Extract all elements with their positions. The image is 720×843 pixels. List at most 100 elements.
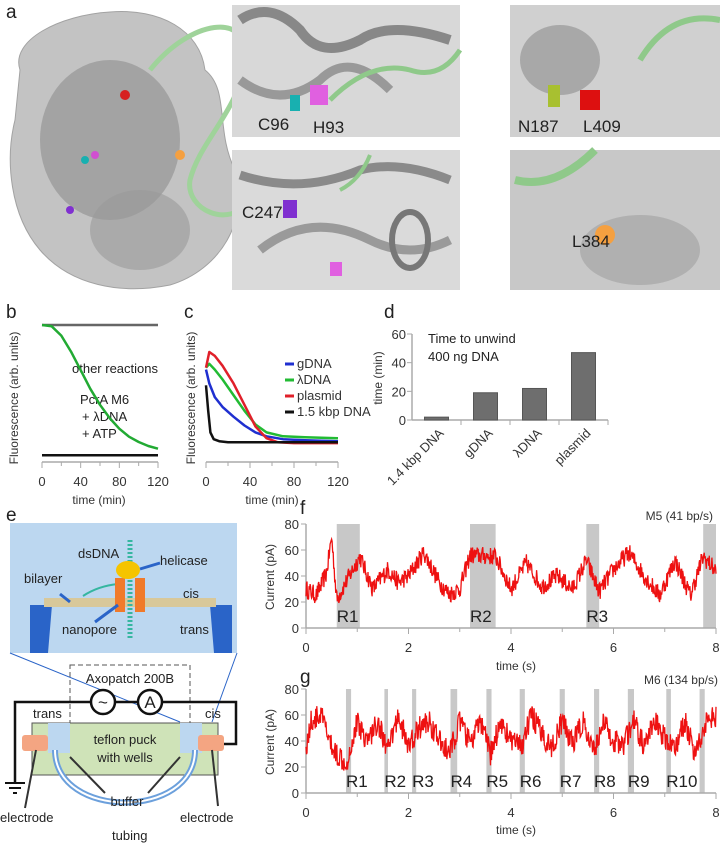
band-f-0 bbox=[336, 524, 360, 628]
x-tick-label-c: 40 bbox=[243, 474, 257, 489]
x-tick-label-c: 0 bbox=[202, 474, 209, 489]
region-label-g-1: R2 bbox=[384, 772, 406, 791]
y-axis-title-f: Current (pA) bbox=[263, 544, 277, 610]
x-tick-label-b: 40 bbox=[73, 474, 87, 489]
panel-label-f: f bbox=[300, 498, 306, 519]
category-label-1: gDNA bbox=[460, 425, 495, 460]
x-axis-title-b: time (min) bbox=[72, 493, 125, 507]
y-axis-title-d: time (min) bbox=[371, 351, 385, 404]
legend-label-3: 1.5 kbp DNA bbox=[297, 404, 371, 419]
residue-label-c247: C247 bbox=[242, 203, 283, 222]
annotation-m5: M5 (41 bp/s) bbox=[646, 509, 713, 523]
y-tick-label-d: 20 bbox=[392, 384, 406, 399]
y-tick-label-f: 0 bbox=[292, 621, 299, 636]
band-f-1 bbox=[470, 524, 496, 628]
x-tick-label-f: 4 bbox=[507, 640, 514, 655]
panel-f: f Current (pA) M5 (41 bp/s) time (s) 020… bbox=[263, 498, 720, 673]
panel-g: g Current (pA) M6 (134 bp/s) time (s) 0 2… bbox=[263, 667, 720, 837]
band-g-1 bbox=[384, 689, 388, 793]
y-tick-label-f: 40 bbox=[285, 569, 299, 584]
label-buffer: buffer bbox=[110, 794, 144, 809]
bar-1 bbox=[473, 392, 498, 421]
y-tick-label-f: 60 bbox=[285, 543, 299, 558]
current-trace-f bbox=[305, 536, 717, 604]
label-trans-chamber: trans bbox=[33, 706, 62, 721]
inset-c96-h93: C96 H93 bbox=[232, 5, 463, 137]
panel-b: b Fluorescence (arb. units) other reacti… bbox=[6, 302, 169, 507]
annotation-pcra: PcrA M6 bbox=[80, 392, 129, 407]
category-label-2: λDNA bbox=[510, 425, 545, 460]
panel-a: a C96 H93 N187 bbox=[6, 2, 720, 290]
label-cis-chamber: cis bbox=[205, 706, 221, 721]
label-amplifier: Axopatch 200B bbox=[86, 671, 174, 686]
x-tick-label-f: 0 bbox=[302, 640, 309, 655]
inset-c247: C247 bbox=[232, 150, 460, 290]
nanopore-schematic: dsDNA helicase bilayer cis nanopore tran… bbox=[9, 523, 238, 723]
category-label-3: plasmid bbox=[551, 426, 593, 468]
y-tick-label-f: 80 bbox=[285, 517, 299, 532]
bar-0 bbox=[424, 416, 449, 421]
category-label-0: 1.4 kbp DNA bbox=[384, 425, 447, 488]
current-trace-g bbox=[305, 706, 717, 772]
y-axis-title-g: Current (pA) bbox=[263, 709, 277, 775]
panel-label-d: d bbox=[384, 302, 395, 323]
y-tick-label-g: 80 bbox=[285, 682, 299, 697]
x-tick-label-f: 6 bbox=[610, 640, 617, 655]
series-line-c-1 bbox=[205, 362, 339, 440]
legend-label-1: λDNA bbox=[297, 372, 331, 387]
label-dsdna: dsDNA bbox=[78, 546, 120, 561]
y-tick-label-d: 40 bbox=[392, 356, 406, 371]
x-tick-label-b: 0 bbox=[38, 474, 45, 489]
x-tick-label-g: 6 bbox=[610, 805, 617, 820]
panel-label-c: c bbox=[184, 302, 194, 323]
annotation-atp: + ATP bbox=[82, 426, 117, 441]
series-line-c-0 bbox=[204, 369, 339, 443]
region-label-g-9: R10 bbox=[666, 772, 697, 791]
region-label-f-0: R1 bbox=[337, 607, 359, 626]
y-tick-label-d: 0 bbox=[399, 413, 406, 428]
region-label-g-8: R9 bbox=[628, 772, 650, 791]
label-with-wells: with wells bbox=[96, 750, 153, 765]
region-label-g-3: R4 bbox=[451, 772, 473, 791]
y-tick-label-f: 20 bbox=[285, 595, 299, 610]
label-cis: cis bbox=[183, 586, 199, 601]
label-electrode-left: electrode bbox=[0, 810, 53, 825]
x-tick-label-f: 8 bbox=[712, 640, 719, 655]
region-label-g-5: R6 bbox=[520, 772, 542, 791]
label-bilayer: bilayer bbox=[24, 571, 63, 586]
x-tick-label-c: 80 bbox=[287, 474, 301, 489]
x-tick-label-g: 0 bbox=[302, 805, 309, 820]
band-f-3 bbox=[703, 524, 716, 628]
panel-label-e: e bbox=[6, 505, 17, 526]
x-tick-label-b: 120 bbox=[147, 474, 169, 489]
panel-label-a: a bbox=[6, 2, 17, 23]
region-label-g-6: R7 bbox=[560, 772, 582, 791]
x-tick-label-c: 120 bbox=[327, 474, 349, 489]
x-axis-title-f: time (s) bbox=[496, 659, 536, 673]
chart-title-d-line1: Time to unwind bbox=[428, 331, 516, 346]
annotation-m6: M6 (134 bp/s) bbox=[644, 673, 718, 687]
ac-source-icon: ~ bbox=[98, 693, 108, 712]
region-label-f-2: R3 bbox=[586, 607, 608, 626]
bar-2 bbox=[522, 387, 547, 421]
x-axis-title-g: time (s) bbox=[496, 823, 536, 837]
panel-label-b: b bbox=[6, 302, 17, 323]
band-g-9 bbox=[666, 689, 671, 793]
series-line-b-1 bbox=[41, 323, 159, 450]
ammeter-icon: A bbox=[144, 693, 156, 712]
y-tick-label-g: 40 bbox=[285, 734, 299, 749]
panel-e: e dsDNA helicase bilayer cis nanopore tr… bbox=[0, 505, 238, 843]
region-label-g-2: R3 bbox=[412, 772, 434, 791]
x-tick-label-g: 2 bbox=[405, 805, 412, 820]
residue-label-l409: L409 bbox=[583, 117, 621, 136]
y-axis-title-c: Fluorescence (arb. units) bbox=[184, 332, 198, 465]
label-helicase: helicase bbox=[160, 553, 208, 568]
residue-label-c96: C96 bbox=[258, 115, 289, 134]
series-line-c-3 bbox=[204, 385, 338, 444]
panel-label-g: g bbox=[300, 667, 311, 688]
label-teflon-puck: teflon puck bbox=[94, 732, 157, 747]
x-tick-label-f: 2 bbox=[405, 640, 412, 655]
inset-l384: L384 bbox=[510, 147, 720, 290]
x-axis-title-c: time (min) bbox=[245, 493, 298, 507]
